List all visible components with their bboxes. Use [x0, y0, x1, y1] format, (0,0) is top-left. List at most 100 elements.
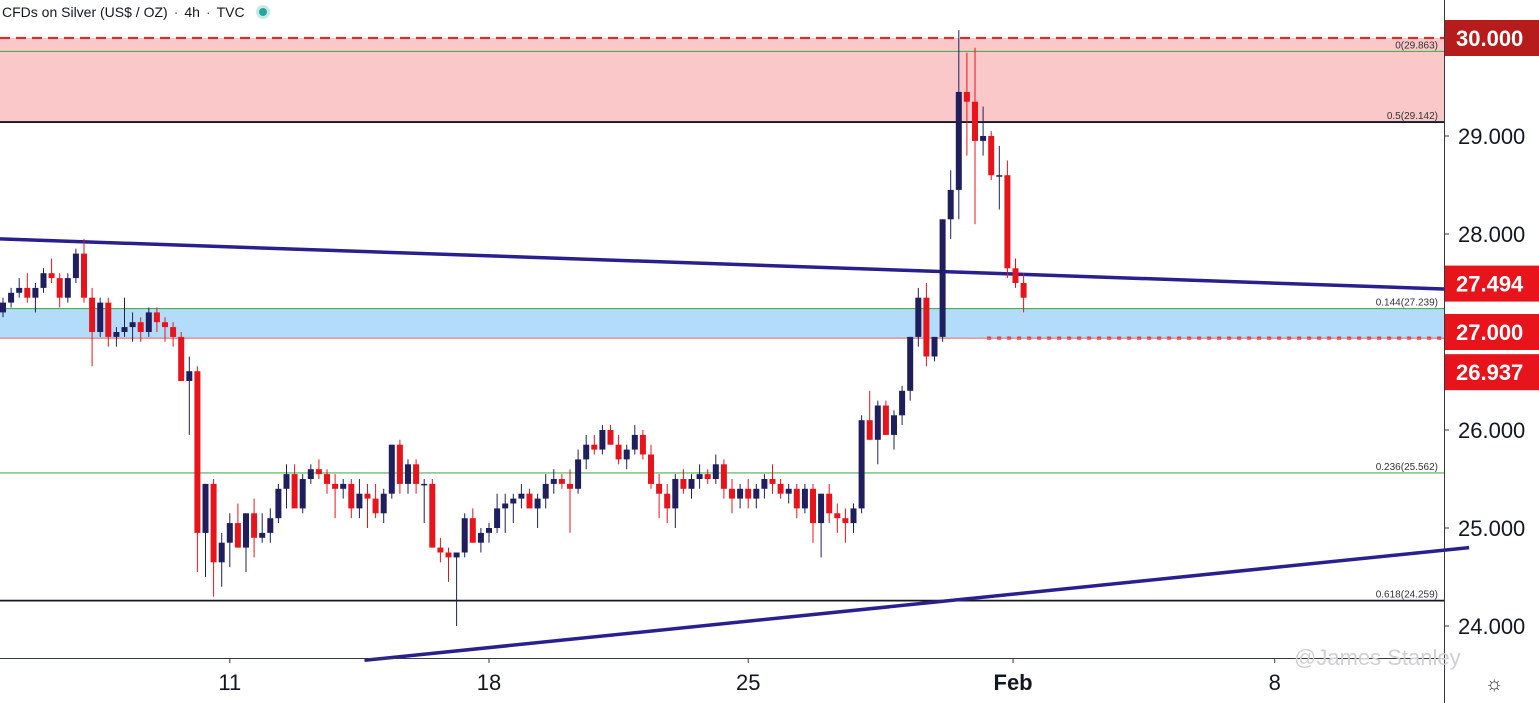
- candle[interactable]: [218, 532, 225, 587]
- candle[interactable]: [931, 336, 938, 362]
- candle[interactable]: [882, 400, 889, 435]
- candle[interactable]: [575, 449, 582, 494]
- candle[interactable]: [469, 508, 476, 543]
- candle[interactable]: [275, 483, 282, 524]
- candle[interactable]: [32, 283, 39, 313]
- candle[interactable]: [494, 493, 501, 533]
- candle[interactable]: [712, 454, 719, 484]
- candle[interactable]: [162, 317, 168, 342]
- candle[interactable]: [534, 493, 541, 528]
- candle[interactable]: [405, 459, 411, 494]
- candle[interactable]: [1020, 273, 1027, 313]
- candle[interactable]: [364, 483, 371, 528]
- candle[interactable]: [972, 47, 978, 225]
- candle[interactable]: [8, 287, 15, 308]
- candle[interactable]: [955, 30, 962, 220]
- candle[interactable]: [988, 131, 995, 181]
- candle[interactable]: [121, 297, 128, 337]
- candle[interactable]: [510, 493, 517, 524]
- candle[interactable]: [283, 464, 290, 509]
- candle[interactable]: [907, 336, 914, 401]
- trendline[interactable]: [0, 237, 1470, 292]
- candle[interactable]: [761, 474, 768, 499]
- candle[interactable]: [194, 366, 201, 573]
- candle[interactable]: [923, 283, 930, 367]
- candle[interactable]: [753, 483, 760, 509]
- candle[interactable]: [388, 444, 395, 499]
- candle[interactable]: [963, 52, 970, 156]
- candle[interactable]: [607, 425, 614, 445]
- interval-label[interactable]: 4h: [184, 4, 200, 20]
- candle[interactable]: [1012, 258, 1019, 288]
- candle[interactable]: [842, 508, 849, 543]
- candle[interactable]: [785, 483, 792, 504]
- gear-icon[interactable]: ☼: [1485, 673, 1504, 695]
- candle[interactable]: [24, 273, 31, 303]
- candle[interactable]: [834, 503, 841, 533]
- candle[interactable]: [818, 493, 825, 558]
- candle[interactable]: [72, 248, 79, 283]
- candle[interactable]: [866, 390, 873, 440]
- candle[interactable]: [696, 464, 703, 489]
- candle[interactable]: [737, 483, 744, 509]
- candle[interactable]: [348, 479, 355, 519]
- candle[interactable]: [396, 439, 403, 494]
- candle[interactable]: [947, 170, 954, 239]
- candle[interactable]: [129, 312, 136, 342]
- candle[interactable]: [1004, 160, 1011, 279]
- candle[interactable]: [826, 483, 833, 524]
- candle[interactable]: [210, 479, 217, 597]
- candle[interactable]: [899, 385, 906, 426]
- candle[interactable]: [672, 474, 679, 528]
- candle[interactable]: [243, 513, 249, 573]
- candle[interactable]: [137, 317, 144, 342]
- candle[interactable]: [113, 327, 120, 347]
- candle[interactable]: [170, 322, 177, 347]
- candle[interactable]: [453, 552, 460, 627]
- candle[interactable]: [664, 483, 671, 524]
- candle[interactable]: [153, 307, 160, 333]
- candle[interactable]: [704, 469, 711, 484]
- candle[interactable]: [850, 503, 857, 533]
- candle[interactable]: [639, 430, 646, 460]
- candle[interactable]: [631, 425, 638, 455]
- candle[interactable]: [729, 479, 735, 514]
- candle[interactable]: [81, 238, 87, 303]
- candle[interactable]: [680, 469, 687, 494]
- candle[interactable]: [558, 474, 565, 489]
- candle[interactable]: [291, 464, 298, 509]
- candle[interactable]: [477, 528, 484, 553]
- candle[interactable]: [461, 513, 468, 558]
- candle[interactable]: [502, 493, 509, 533]
- candle[interactable]: [56, 273, 63, 308]
- candle[interactable]: [97, 297, 104, 337]
- candle[interactable]: [259, 513, 266, 543]
- candle[interactable]: [145, 307, 152, 337]
- candle[interactable]: [599, 425, 606, 455]
- candle[interactable]: [0, 297, 6, 318]
- candle[interactable]: [615, 434, 622, 465]
- candle[interactable]: [356, 479, 363, 519]
- candle[interactable]: [793, 483, 800, 519]
- trendline[interactable]: [364, 545, 1470, 663]
- candle[interactable]: [591, 434, 598, 455]
- candle[interactable]: [777, 479, 784, 499]
- candle[interactable]: [858, 415, 865, 514]
- candle[interactable]: [550, 469, 557, 494]
- candle[interactable]: [307, 464, 314, 484]
- candle[interactable]: [64, 273, 71, 303]
- symbol-title[interactable]: CFDs on Silver (US$ / OZ): [2, 4, 168, 20]
- candle[interactable]: [105, 297, 112, 347]
- candle[interactable]: [324, 469, 330, 494]
- candle[interactable]: [996, 145, 1003, 210]
- candle[interactable]: [445, 547, 452, 582]
- candle[interactable]: [234, 503, 241, 548]
- candle[interactable]: [315, 459, 322, 479]
- candle[interactable]: [801, 483, 808, 514]
- candle[interactable]: [648, 444, 654, 489]
- candle[interactable]: [567, 469, 573, 533]
- candle[interactable]: [874, 400, 881, 465]
- candle[interactable]: [16, 278, 23, 298]
- candle[interactable]: [437, 537, 444, 563]
- candle[interactable]: [688, 474, 695, 499]
